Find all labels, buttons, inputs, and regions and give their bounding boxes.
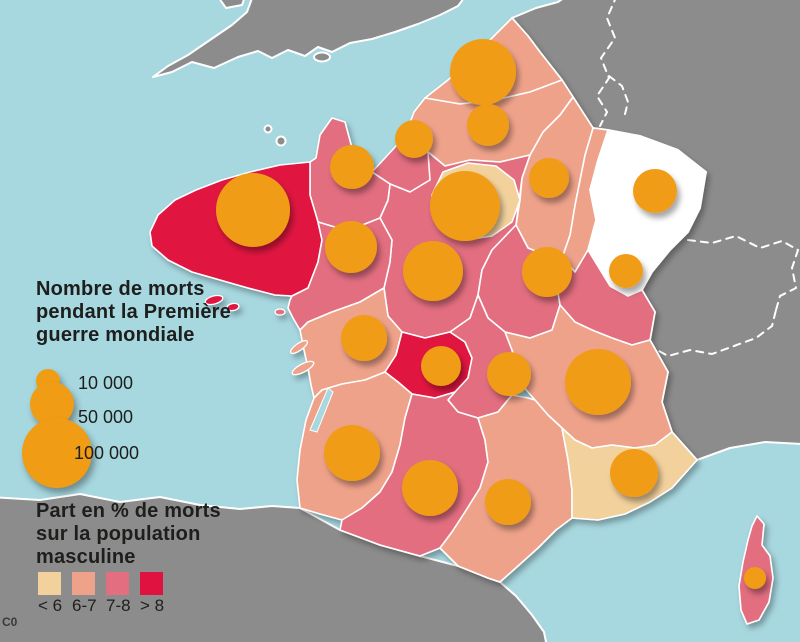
rate-swatch-label: 7-8	[106, 596, 131, 615]
channel-island	[275, 135, 287, 147]
rate-swatch-label: 6-7	[72, 596, 97, 615]
deaths-circle-limousin	[421, 346, 461, 386]
border-luxembourg	[608, 75, 630, 119]
rate-swatch	[140, 572, 163, 595]
deaths-circle-rhone-alpes	[565, 349, 631, 415]
region-alsace-moselle	[587, 129, 707, 297]
deaths-circle-basse-normandie	[330, 145, 374, 189]
rate-swatch	[38, 572, 61, 595]
legend-deaths: Nombre de morts pendant la Première guer…	[36, 278, 276, 347]
legend-circle-label: 50 000	[78, 407, 134, 427]
britain-islet	[219, 0, 245, 9]
isle-of-wight	[313, 51, 331, 63]
deaths-circle-nord-pas-de-calais	[450, 39, 516, 105]
rate-swatch	[72, 572, 95, 595]
deaths-circle-centre	[403, 241, 463, 301]
rate-swatch-label: < 6	[38, 596, 63, 615]
gironde-estuary	[309, 387, 334, 433]
rate-swatch	[106, 572, 129, 595]
deaths-circle-bretagne	[216, 173, 290, 247]
island-noirmoutier	[274, 308, 286, 316]
deaths-circle-bourgogne	[522, 247, 572, 297]
deaths-circle-poitou-charentes	[341, 315, 387, 361]
death-circles	[216, 39, 766, 589]
legend-rate: Part en % de morts sur la population mas…	[36, 500, 276, 569]
deaths-circle-ile-de-france	[430, 171, 500, 241]
deaths-circle-midi-pyrenees	[402, 460, 458, 516]
rate-swatch-row	[38, 572, 163, 595]
rate-swatch-label: > 8	[140, 596, 165, 615]
border-switzerland-north	[687, 234, 800, 311]
deaths-circle-franche-comte	[609, 254, 643, 288]
border-switzerland-south	[647, 309, 777, 358]
rate-swatch-labels: < 6 6-7 7-8 > 8	[38, 596, 165, 616]
deaths-circle-picardie	[467, 104, 509, 146]
rate-legend-title: Part en % de morts sur la population mas…	[36, 500, 221, 568]
deaths-circle-alsace-moselle	[633, 169, 677, 213]
deaths-circle-corse	[744, 567, 766, 589]
border-belgium-germany	[595, 0, 617, 127]
legend-circle-2	[22, 418, 92, 488]
england-landmass	[152, 0, 464, 78]
island-belle-ile	[204, 294, 224, 306]
legend-circle-label: 10 000	[78, 373, 134, 393]
deaths-circle-pays-de-la-loire	[325, 221, 377, 273]
deaths-circle-champagne-ardenne	[529, 158, 569, 198]
deaths-circle-aquitaine	[324, 425, 380, 481]
island-oleron	[291, 360, 315, 376]
channel-island	[263, 124, 273, 134]
deaths-circle-haute-normandie	[395, 120, 433, 158]
island-re	[289, 339, 309, 355]
deaths-circle-languedoc-roussillon	[485, 479, 531, 525]
credit: C0	[2, 615, 18, 629]
deaths-circle-paca	[610, 449, 658, 497]
deaths-legend-title: Nombre de morts pendant la Première guer…	[36, 278, 231, 346]
legend-circle-label: 100 000	[74, 443, 140, 463]
island-groix	[226, 302, 240, 312]
deaths-circle-auvergne	[487, 352, 531, 396]
country-borders	[595, 0, 800, 358]
